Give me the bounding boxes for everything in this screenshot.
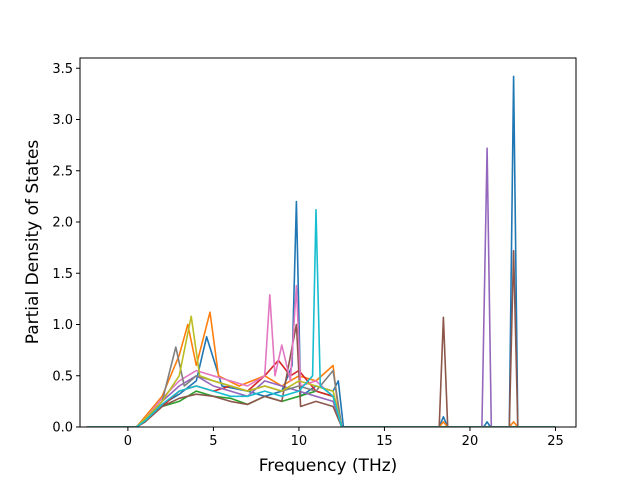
series-line-10 [86, 208, 556, 427]
x-tick-label: 25 [547, 434, 564, 449]
x-tick-label: 0 [124, 434, 132, 449]
y-tick-label: 0.5 [52, 369, 73, 384]
y-tick-label: 1.5 [52, 267, 73, 282]
y-tick-label: 1.0 [52, 318, 73, 333]
y-tick-label: 3.0 [52, 113, 73, 128]
y-tick-label: 0.0 [52, 421, 73, 436]
x-axis-label: Frequency (THz) [259, 456, 398, 476]
series-group [86, 75, 556, 427]
y-axis-ticks: 0.0 0.5 1.0 1.5 2.0 2.5 3.0 3.5 [52, 62, 80, 436]
series-line-7 [86, 284, 556, 427]
y-axis-label: Partial Density of States [23, 140, 43, 345]
plot-area [79, 57, 577, 428]
x-tick-label: 15 [376, 434, 393, 449]
x-tick-label: 20 [462, 434, 479, 449]
x-axis-ticks: 0 5 10 15 20 25 [124, 427, 564, 449]
x-tick-label: 5 [209, 434, 217, 449]
x-tick-label: 10 [291, 434, 308, 449]
axes-frame [79, 57, 577, 428]
series-line-6 [86, 249, 556, 427]
y-tick-label: 2.5 [52, 164, 73, 179]
series-line-1 [86, 75, 556, 427]
y-tick-label: 2.0 [52, 216, 73, 231]
y-tick-label: 3.5 [52, 62, 73, 77]
